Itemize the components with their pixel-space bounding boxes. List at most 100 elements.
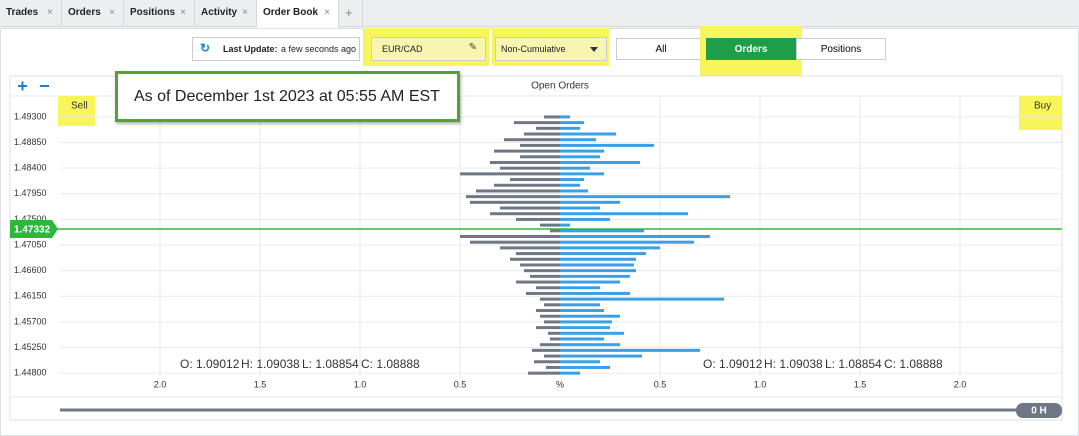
buy-bar [560,297,724,301]
buy-bar [560,115,570,119]
y-tick-label: 1.46600 [14,265,47,275]
sell-bar [516,217,560,221]
x-tick-label: 1.5 [254,379,267,389]
x-tick-label: % [556,379,564,389]
sell-bar [528,371,560,375]
sell-bar [470,200,560,204]
current-price-tag [10,219,58,238]
buy-bar [560,337,604,341]
buy-bar [560,286,600,290]
last-update-value: a few seconds ago [281,44,357,54]
sell-bar [494,149,560,153]
tab-label: Activity [201,7,238,18]
sell-bar [500,246,560,250]
buy-bar [560,229,644,233]
ohlc-open: O: 1.09012 [703,357,763,371]
buy-bar [560,280,620,284]
time-slider-label: 0 H [1031,406,1047,417]
sell-bar [500,206,560,210]
sell-bar [540,297,560,301]
highlight [1019,96,1062,130]
buy-bar [560,303,600,307]
time-slider-knob[interactable] [1016,403,1062,418]
filter-button[interactable]: Positions [796,38,886,60]
buy-bar [560,371,580,375]
sell-bar [544,115,560,119]
add-tab[interactable]: + [339,0,363,27]
sell-bar [504,138,560,142]
instrument-input[interactable]: EUR/CAD ✎ [371,37,486,61]
x-tick-label: 2.0 [954,379,967,389]
ohlc-close: C: 1.08888 [884,357,943,371]
sell-bar [548,331,560,335]
buy-bar [560,143,654,147]
sell-bar [470,240,560,244]
sell-bar [460,172,560,176]
buy-bar [560,217,610,221]
buy-bar [560,212,688,216]
buy-bar [560,126,580,130]
x-tick-label: 1.0 [754,379,767,389]
tab[interactable]: Trades × [0,0,62,27]
buy-bar [560,189,588,193]
y-tick-label: 1.48400 [14,163,47,173]
buy-bar [560,246,660,250]
tab[interactable]: Orders × [62,0,124,27]
buy-bar [560,274,630,278]
x-tick-label: 1.5 [854,379,867,389]
sell-bar [466,195,560,199]
refresh-icon[interactable]: ↻ [200,41,211,55]
filter-button-active[interactable]: Orders [706,38,796,60]
sell-bar [536,326,560,330]
filter-label: Orders [734,44,768,55]
sell-bar [532,348,560,352]
tab-label: Order Book [263,7,319,18]
mode-select[interactable]: Non-Cumulative [495,37,607,61]
buy-bar [560,178,584,182]
buy-bar [560,200,620,204]
tab[interactable]: Positions × [124,0,195,27]
buy-bar [560,121,584,125]
buy-bar [560,195,730,199]
buy-bar [560,138,596,142]
sell-bar [476,189,560,193]
chart-title: Open Orders [531,81,589,92]
x-tick-label: 2.0 [154,379,167,389]
filter-label: Positions [820,44,862,55]
sell-bar [546,365,560,369]
sell-bar [550,229,560,233]
sell-bar [520,155,560,159]
tab[interactable]: Activity × [195,0,257,27]
y-tick-label: 1.46150 [14,291,47,301]
buy-bar [560,365,610,369]
sell-bar [526,291,560,295]
ohlc-close: C: 1.08888 [361,357,420,371]
buy-bar [560,172,604,176]
buy-bar [560,155,600,159]
sell-bar [516,280,560,284]
tab-bar: Trades × Orders × Positions × Activity × Ord… [0,0,1079,28]
sell-bar [536,126,560,130]
buy-bar [560,291,630,295]
tab-active[interactable]: Order Book × [257,0,339,28]
buy-bar [560,160,640,164]
sell-bar [514,121,560,125]
annotation: As of December 1st 2023 at 05:55 AM EST [115,71,460,122]
zoom-in[interactable] [18,81,27,91]
sell-bar [534,360,560,364]
sell-bar [524,269,560,273]
sell-bar [540,223,560,227]
y-tick-label: 1.45700 [14,316,47,326]
y-tick-label: 1.47050 [14,239,47,249]
buy-bar [560,149,604,153]
buy-bar [560,320,612,324]
mode: Non-Cumulative [501,44,566,54]
x-tick-label: 0.5 [654,379,667,389]
legend-sell: Sell [71,101,88,112]
last-update-box: ↻ Last Update: a few seconds ago [192,37,360,61]
dropdown-arrow [590,47,598,52]
sell-bar [510,257,560,261]
sell-bar [544,320,560,324]
